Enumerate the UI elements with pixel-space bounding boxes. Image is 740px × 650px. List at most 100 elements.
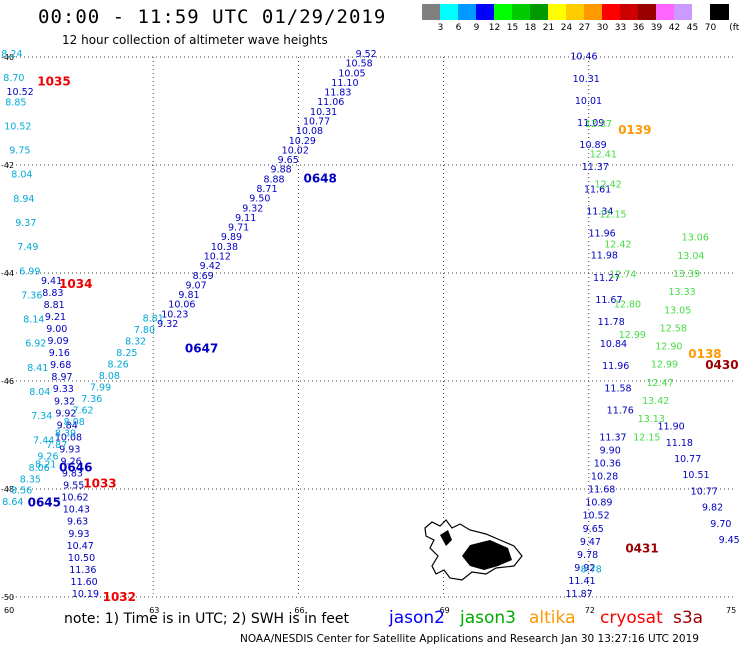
pass-time-label: 1032 bbox=[103, 590, 136, 604]
wave-height-label: 9.71 bbox=[228, 223, 249, 234]
wave-height-label: 13.06 bbox=[682, 233, 709, 244]
legend-label: 18 bbox=[524, 23, 537, 33]
wave-height-label: 9.52 bbox=[356, 49, 377, 60]
wave-height-label: 9.09 bbox=[47, 336, 68, 347]
wave-height-label: 8.85 bbox=[5, 97, 26, 108]
lat-tick-label: -48 bbox=[1, 485, 14, 494]
wave-height-label: 10.52 bbox=[582, 511, 609, 522]
wave-height-label: 9.42 bbox=[200, 261, 221, 272]
wave-height-label: 7.87 bbox=[46, 440, 67, 451]
wave-height-label: 8.70 bbox=[3, 73, 24, 84]
legend-swatch bbox=[638, 4, 657, 20]
footnote: note: 1) Time is in UTC; 2) SWH is in fe… bbox=[64, 611, 350, 627]
wave-height-label: 10.46 bbox=[570, 52, 597, 63]
pass-time-label: 0645 bbox=[28, 496, 61, 510]
wave-height-label: 8.39 bbox=[55, 428, 76, 439]
wave-height-label: 8.94 bbox=[13, 194, 34, 205]
legend-swatch bbox=[476, 4, 495, 20]
wave-height-label: 9.83 bbox=[62, 469, 83, 480]
wave-height-label: 7.80 bbox=[134, 325, 155, 336]
legend-swatch bbox=[602, 4, 621, 20]
wave-height-label: 12.90 bbox=[655, 342, 682, 353]
wave-height-label: 13.42 bbox=[642, 396, 669, 407]
legend-label: 42 bbox=[668, 23, 681, 33]
wave-height-label: 12.74 bbox=[609, 270, 636, 281]
wave-height-label: 9.07 bbox=[185, 280, 206, 291]
pass-time-label: 0646 bbox=[59, 460, 92, 474]
wave-height-label: 9.21 bbox=[45, 312, 66, 323]
wave-height-label: 10.08 bbox=[55, 432, 82, 443]
wave-height-label: 11.98 bbox=[591, 251, 618, 262]
wave-height-label: 13.05 bbox=[664, 305, 691, 316]
lat-tick-label: -50 bbox=[1, 593, 14, 602]
wave-height-label: 12.99 bbox=[651, 360, 678, 371]
wave-height-label: 9.93 bbox=[59, 444, 80, 455]
wave-height-label: 12.47 bbox=[646, 378, 673, 389]
legend-label: 6 bbox=[455, 23, 462, 33]
legend-label: 33 bbox=[614, 23, 627, 33]
wave-height-label: 10.50 bbox=[68, 553, 95, 564]
legend-swatch bbox=[458, 4, 477, 20]
wave-height-label: 10.47 bbox=[67, 541, 94, 552]
wave-height-label: 10.31 bbox=[573, 74, 600, 85]
wave-height-label: 11.36 bbox=[69, 565, 96, 576]
wave-height-label: 13.13 bbox=[638, 414, 665, 425]
lon-tick-label: 72 bbox=[585, 606, 595, 615]
satellite-label-jason2: jason2 bbox=[389, 608, 445, 628]
wave-height-label: 8.04 bbox=[11, 170, 32, 181]
wave-height-label: 8.41 bbox=[27, 363, 48, 374]
legend-label: 3 bbox=[437, 23, 444, 33]
legend-label: 27 bbox=[578, 23, 591, 33]
wave-height-label: 12.15 bbox=[633, 432, 660, 443]
wave-height-label: 9.65 bbox=[278, 155, 299, 166]
wave-height-label: 11.76 bbox=[607, 405, 634, 416]
wave-height-label: 10.06 bbox=[168, 300, 195, 311]
wave-height-label: 10.89 bbox=[579, 140, 606, 151]
wave-height-label: 6.99 bbox=[19, 266, 40, 277]
legend-swatch bbox=[566, 4, 585, 20]
wave-height-label: 8.78 bbox=[581, 565, 602, 576]
credit-line: NOAA/NESDIS Center for Satellite Applica… bbox=[240, 633, 699, 645]
wave-height-label: 9.11 bbox=[235, 213, 256, 224]
wave-height-label: 13.39 bbox=[673, 269, 700, 280]
wave-height-label: 8.88 bbox=[263, 174, 284, 185]
wave-height-label: 11.90 bbox=[657, 422, 684, 433]
wave-height-label: 10.02 bbox=[282, 145, 309, 156]
wave-height-label: 9.55 bbox=[63, 481, 84, 492]
wave-height-label: 9.92 bbox=[55, 408, 76, 419]
wave-height-label: 8.25 bbox=[116, 348, 137, 359]
wave-height-label: 9.33 bbox=[53, 384, 74, 395]
wave-height-label: 11.96 bbox=[602, 361, 629, 372]
wave-height-label: 9.45 bbox=[719, 535, 740, 546]
wave-height-label: 12.42 bbox=[595, 179, 622, 190]
wave-height-label: 11.67 bbox=[595, 295, 622, 306]
wave-height-label: 10.84 bbox=[600, 339, 627, 350]
wave-height-label: 11.60 bbox=[71, 577, 98, 588]
legend-label: 45 bbox=[686, 23, 699, 33]
legend-label: 21 bbox=[542, 23, 555, 33]
wave-height-label: 11.37 bbox=[582, 162, 609, 173]
wave-height-label: 6.92 bbox=[25, 339, 46, 350]
wave-height-label: 9.26 bbox=[61, 456, 82, 467]
wave-height-label: 7.36 bbox=[81, 394, 102, 405]
legend-unit: (ft) bbox=[729, 23, 740, 33]
legend-swatch bbox=[620, 4, 639, 20]
wave-height-label: 9.93 bbox=[68, 529, 89, 540]
wave-height-label: 11.37 bbox=[599, 432, 626, 443]
wave-height-label: 9.84 bbox=[57, 420, 78, 431]
wave-height-label: 10.62 bbox=[61, 493, 88, 504]
wave-height-label: 11.96 bbox=[589, 229, 616, 240]
wave-height-label: 10.23 bbox=[161, 309, 188, 320]
wave-height-label: 9.00 bbox=[46, 324, 67, 335]
wave-height-label: 12.37 bbox=[585, 119, 612, 130]
wave-height-label: 9.65 bbox=[583, 524, 604, 535]
legend-label: 30 bbox=[596, 23, 609, 33]
wave-height-label: 13.33 bbox=[668, 287, 695, 298]
satellite-label-s3a: s3a bbox=[673, 608, 704, 628]
legend-label: 9 bbox=[473, 23, 480, 33]
wave-height-label: 8.08 bbox=[99, 371, 120, 382]
wave-height-label: 10.52 bbox=[6, 87, 33, 98]
wave-height-label: 9.16 bbox=[49, 348, 70, 359]
wave-height-label: 10.19 bbox=[72, 589, 99, 600]
